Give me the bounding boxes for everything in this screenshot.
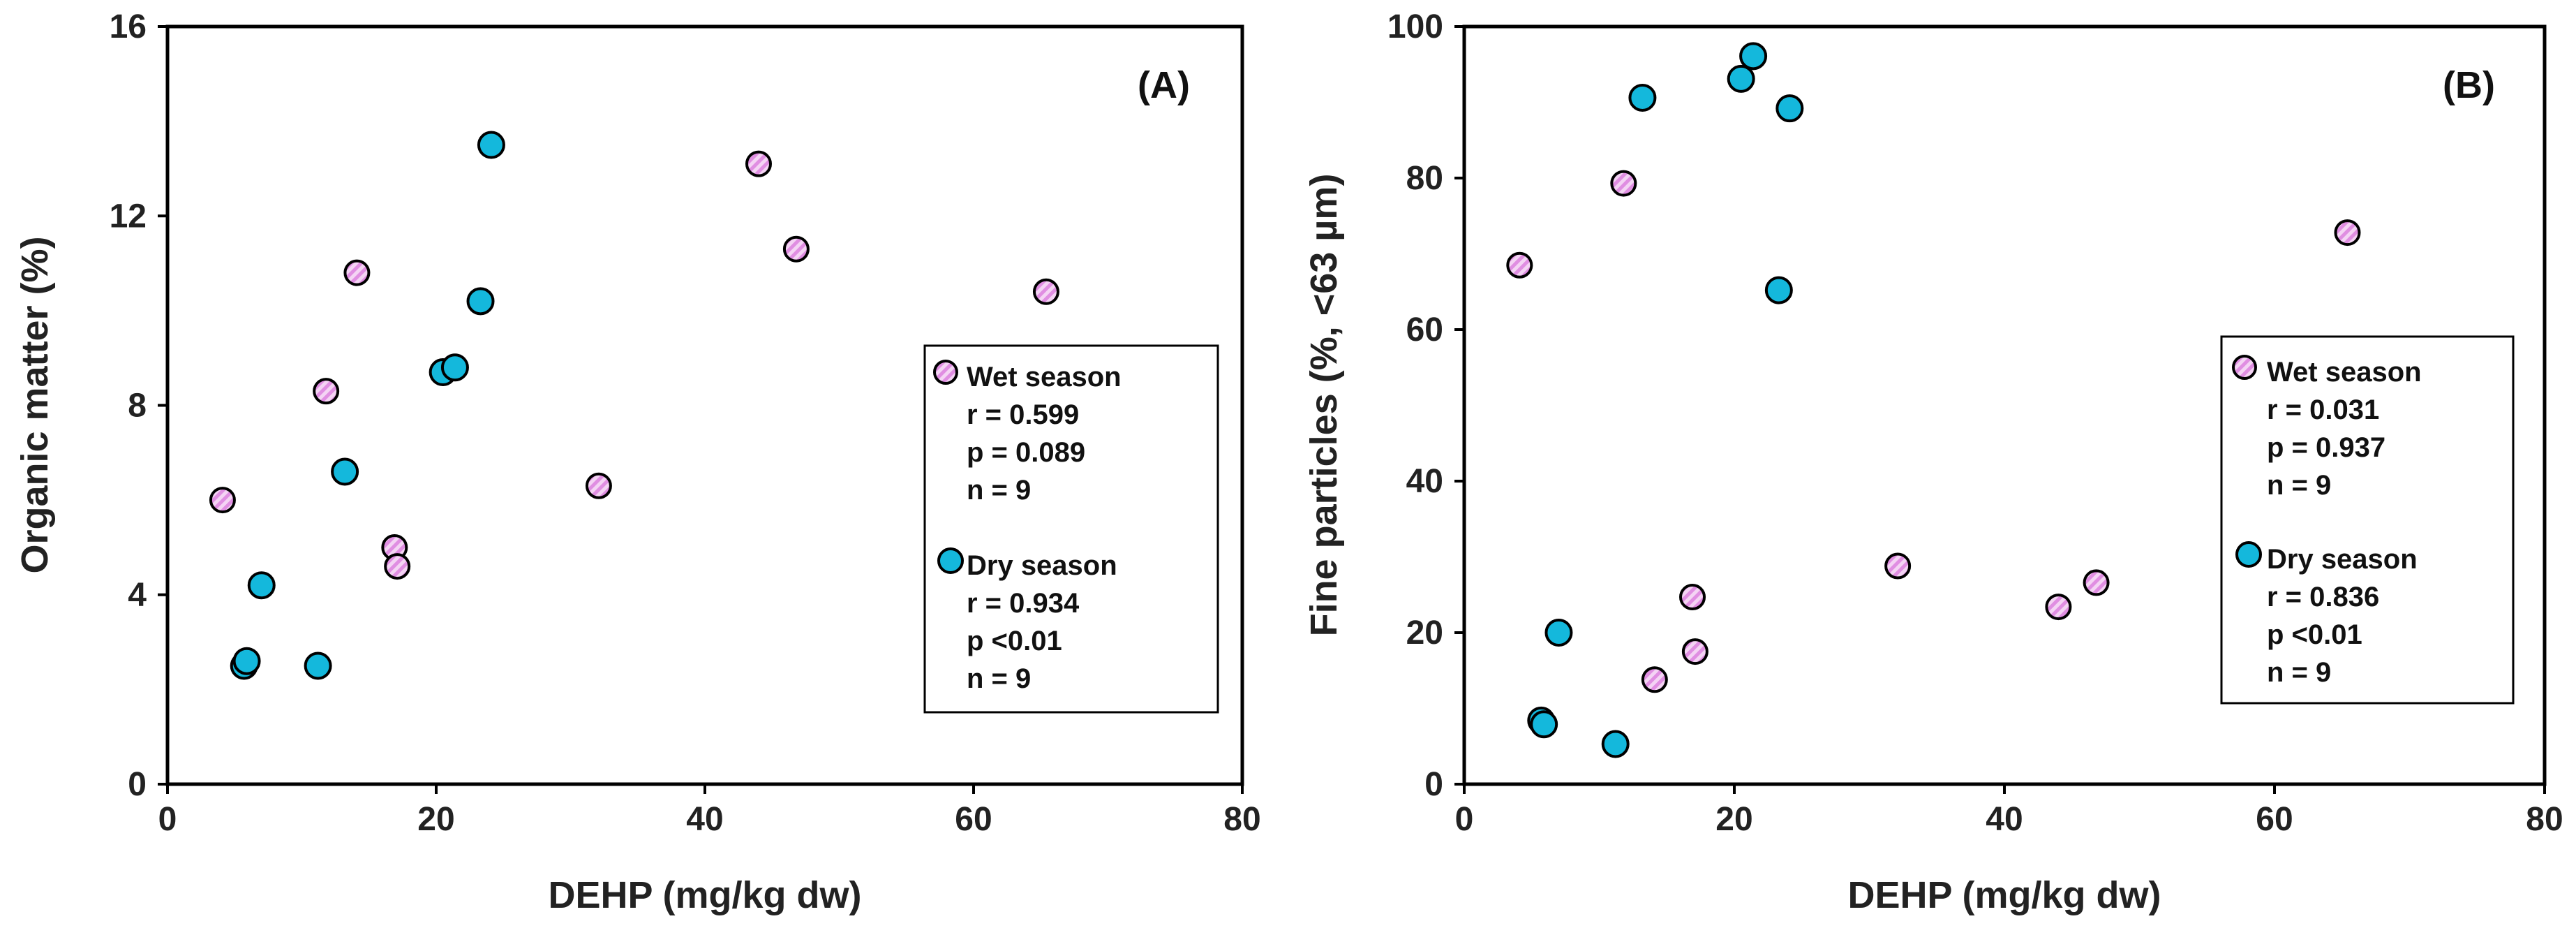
panel-a-dry-point-2 bbox=[247, 571, 276, 600]
panel-b-x-ticks: 0 20 40 60 80 bbox=[1455, 784, 2563, 838]
panel-a-label: (A) bbox=[1138, 64, 1190, 106]
panel-a-x-axis-title: DEHP (mg/kg dw) bbox=[548, 874, 861, 916]
panel-b-dry-point-4 bbox=[1628, 83, 1657, 112]
panel-b-legend-dry-marker bbox=[2235, 541, 2262, 568]
panel-a-legend-dry-marker bbox=[937, 547, 964, 574]
panel-b-y-tick-label-1: 20 bbox=[1406, 614, 1443, 651]
panel-b-x-tick-label-1: 20 bbox=[1715, 801, 1752, 838]
panel-b-y-tick-label-5: 100 bbox=[1387, 8, 1443, 45]
panel-a-marks bbox=[209, 131, 1059, 680]
panel-a-legend-wet-p: p = 0.089 bbox=[967, 437, 1085, 468]
panel-b-legend-box bbox=[2220, 335, 2515, 705]
panel-a-x-tick-label-4: 80 bbox=[1223, 801, 1260, 838]
panel-b-wet-point-1 bbox=[1610, 170, 1637, 197]
panel-a-y-axis-title: Organic matter (%) bbox=[14, 236, 56, 573]
panel-a-y-tick-label-2: 8 bbox=[128, 388, 147, 425]
panel-b-wet-point-6 bbox=[2045, 594, 2072, 621]
panel-a-wet-point-7 bbox=[782, 235, 810, 263]
panel-a-legend-dry-r: r = 0.934 bbox=[967, 588, 1080, 619]
panel-b-y-ticks: 0 20 40 60 80 100 bbox=[1387, 8, 1464, 803]
panel-a-dry-point-1 bbox=[232, 647, 261, 675]
panel-a-legend-wet-label: Wet season bbox=[967, 362, 1122, 392]
panel-b-wet-point-4 bbox=[1681, 638, 1708, 665]
panel-b-wet-point-2 bbox=[1641, 666, 1668, 693]
panel-b-dry-point-1 bbox=[1530, 710, 1558, 739]
panel-a-dry-point-3 bbox=[304, 651, 332, 680]
panel-b-legend-wet-n: n = 9 bbox=[2267, 470, 2331, 501]
panel-b-dry-point-5 bbox=[1727, 64, 1755, 93]
panel-a-y-tick-label-3: 12 bbox=[110, 198, 147, 235]
panel-b-y-tick-label-4: 80 bbox=[1406, 160, 1443, 197]
panel-a-dry-point-8 bbox=[477, 131, 505, 159]
panel-b-y-axis-title: Fine particles (%, <63 µm) bbox=[1303, 174, 1345, 637]
panel-b-dry-point-2 bbox=[1544, 619, 1573, 647]
panel-b-wet-point-3 bbox=[1679, 584, 1706, 611]
panel-a-dry-point-7 bbox=[466, 287, 495, 316]
panel-a-x-ticks: 0 20 40 60 80 bbox=[158, 784, 1261, 838]
panel-a-y-tick-label-1: 4 bbox=[128, 577, 147, 614]
panel-b-x-tick-label-4: 80 bbox=[2526, 801, 2563, 838]
panel-b-marks bbox=[1506, 42, 2361, 758]
panel-b-dry-point-6 bbox=[1739, 42, 1768, 71]
panel-a-legend-dry-label: Dry season bbox=[967, 550, 1117, 581]
panel-b-x-tick-label-3: 60 bbox=[2256, 801, 2293, 838]
panel-a-x-tick-label-0: 0 bbox=[158, 801, 177, 838]
panel-a-wet-point-5 bbox=[585, 472, 612, 499]
panel-b-y-tick-label-0: 0 bbox=[1424, 766, 1443, 803]
panel-a-x-tick-label-1: 20 bbox=[417, 801, 454, 838]
panel-b-label: (B) bbox=[2443, 64, 2495, 106]
panel-b-x-tick-label-0: 0 bbox=[1455, 801, 1474, 838]
panel-b-legend-wet-p: p = 0.937 bbox=[2267, 432, 2385, 463]
panel-a-wet-point-1 bbox=[313, 378, 340, 405]
panel-b-legend-dry-label: Dry season bbox=[2267, 544, 2418, 575]
panel-b-legend-wet-r: r = 0.031 bbox=[2267, 395, 2379, 425]
panel-a-wet-point-8 bbox=[1032, 278, 1059, 305]
panel-b-legend-dry-r: r = 0.836 bbox=[2267, 582, 2379, 612]
panel-a-legend-box bbox=[923, 344, 1219, 714]
panel-a-legend-dry-p: p <0.01 bbox=[967, 626, 1062, 656]
panel-a-wet-point-4 bbox=[384, 553, 411, 580]
chart-panel-b: 0 20 40 60 80 0 20 40 60 80 100 DEHP (mg/kg dw) F… bbox=[1303, 8, 2563, 916]
panel-b-wet-point-7 bbox=[2083, 569, 2110, 596]
panel-a-wet-point-2 bbox=[343, 259, 371, 286]
panel-b-x-tick-label-2: 40 bbox=[1986, 801, 2023, 838]
panel-a-legend-wet-n: n = 9 bbox=[967, 475, 1031, 506]
panel-a-x-tick-label-3: 60 bbox=[955, 801, 992, 838]
panel-b-legend-dry-n: n = 9 bbox=[2267, 657, 2331, 688]
panel-b-y-tick-label-3: 60 bbox=[1406, 311, 1443, 348]
panel-b-legend-wet-label: Wet season bbox=[2267, 357, 2422, 388]
panel-a-y-ticks: 0 4 8 12 16 bbox=[110, 8, 167, 803]
panel-a-wet-point-0 bbox=[209, 487, 236, 514]
panel-a-dry-point-4 bbox=[331, 457, 359, 486]
panel-b-x-axis-title: DEHP (mg/kg dw) bbox=[1847, 874, 2161, 916]
panel-b-dry-point-7 bbox=[1764, 276, 1793, 304]
panel-a-legend-dry-n: n = 9 bbox=[967, 663, 1031, 694]
panel-b-dry-point-8 bbox=[1775, 94, 1804, 123]
panel-a-legend-wet-marker bbox=[933, 360, 958, 385]
panel-a-wet-point-6 bbox=[745, 150, 772, 177]
panel-b-legend-wet-marker bbox=[2232, 355, 2257, 380]
panel-a-legend: Wet season r = 0.599 p = 0.089 n = 9 Dry… bbox=[923, 344, 1219, 714]
panel-a-y-tick-label-4: 16 bbox=[110, 8, 147, 45]
panel-b-wet-point-0 bbox=[1506, 251, 1533, 279]
panel-b-dry-point-3 bbox=[1601, 730, 1630, 758]
panel-b-wet-point-8 bbox=[2334, 219, 2361, 246]
panel-b-legend: Wet season r = 0.031 p = 0.937 n = 9 Dry… bbox=[2220, 335, 2515, 705]
panel-a-y-tick-label-0: 0 bbox=[128, 766, 147, 803]
chart-panel-a: 0 20 40 60 80 0 4 8 12 16 DEHP (mg/kg dw) Organi… bbox=[14, 8, 1261, 916]
panel-a-x-tick-label-2: 40 bbox=[686, 801, 723, 838]
panel-a-dry-point-6 bbox=[440, 353, 469, 382]
panel-a-legend-wet-r: r = 0.599 bbox=[967, 399, 1079, 430]
panel-b-y-tick-label-2: 40 bbox=[1406, 463, 1443, 500]
panel-b-legend-dry-p: p <0.01 bbox=[2267, 619, 2362, 650]
panel-b-wet-point-5 bbox=[1884, 552, 1912, 580]
